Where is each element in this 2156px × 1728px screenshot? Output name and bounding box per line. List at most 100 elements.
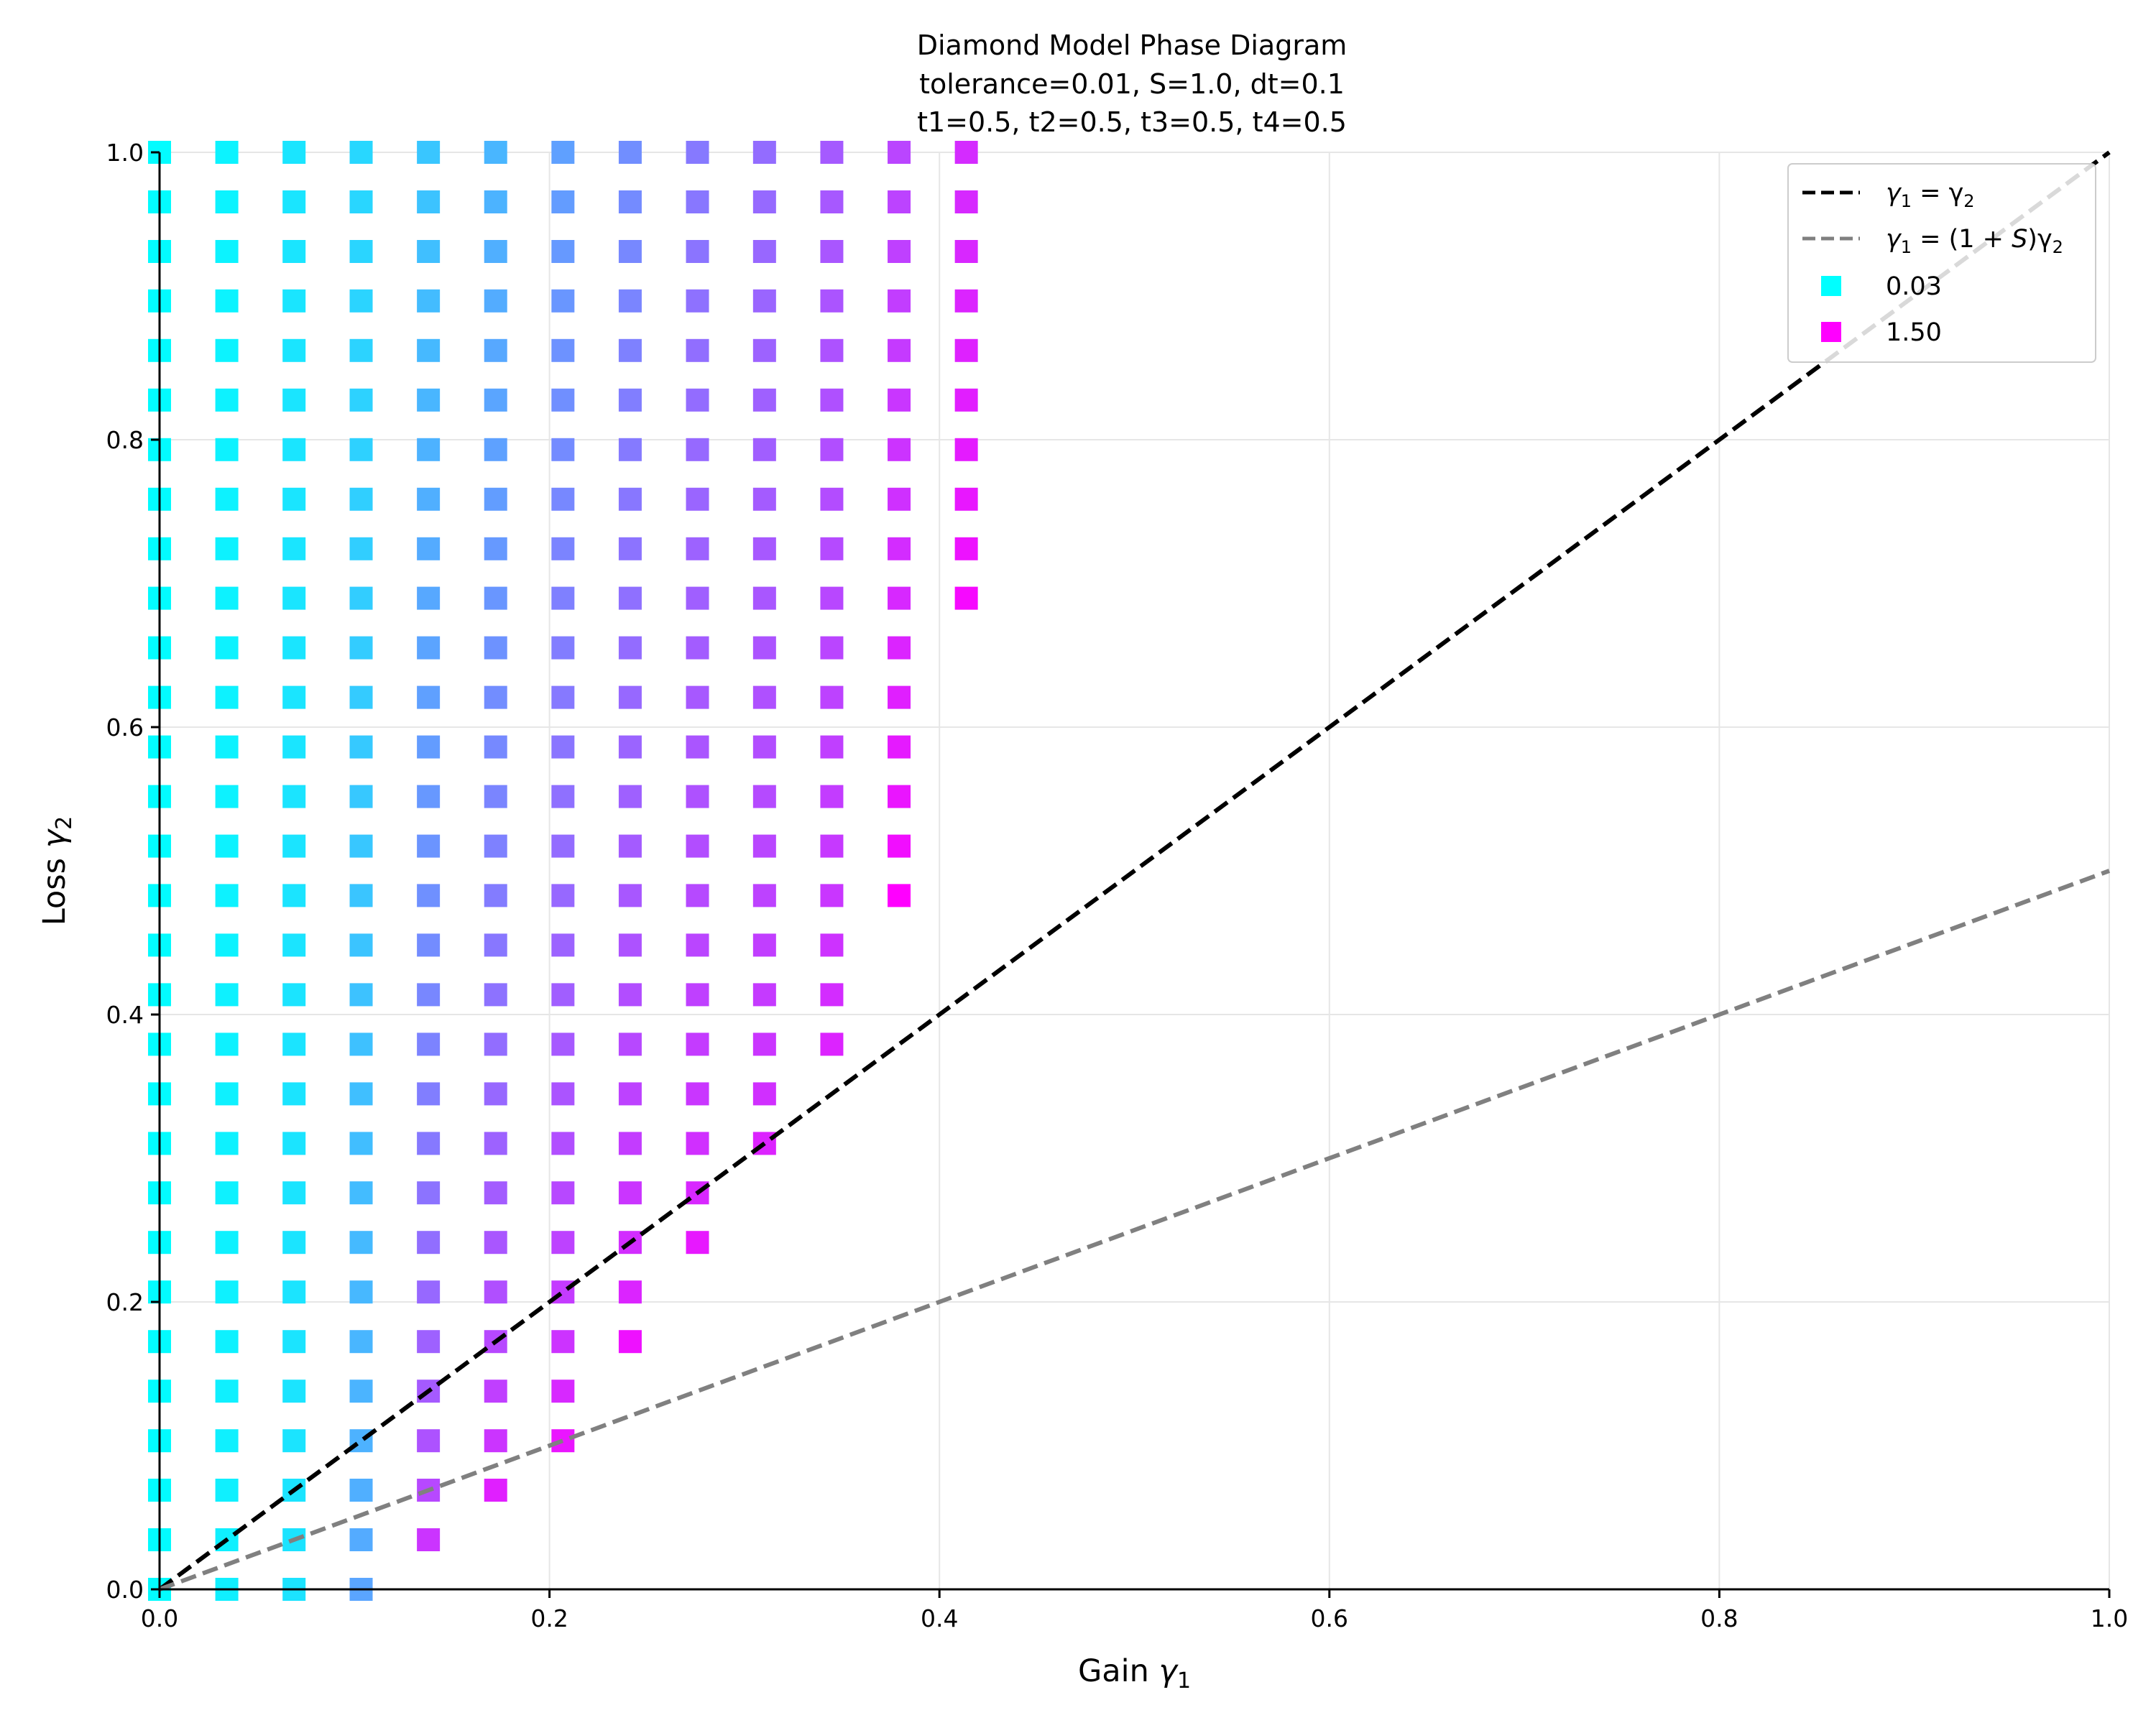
scatter-point: [686, 735, 709, 759]
chart-subtitle-line-1: tolerance=0.01, S=1.0, dt=0.1: [919, 68, 1345, 100]
scatter-point: [282, 1082, 306, 1106]
scatter-point: [618, 685, 642, 709]
scatter-point: [417, 487, 441, 511]
scatter-point: [618, 289, 642, 313]
scatter-point: [349, 438, 373, 461]
scatter-point: [618, 834, 642, 858]
chart-title-block: Diamond Model Phase Diagram tolerance=0.…: [917, 29, 1348, 138]
scatter-point: [888, 685, 911, 709]
scatter-point: [752, 933, 776, 957]
scatter-point: [215, 338, 239, 362]
scatter-point: [686, 636, 709, 660]
scatter-point: [282, 983, 306, 1007]
scatter-point: [618, 785, 642, 808]
scatter-point: [484, 190, 507, 213]
scatter-point: [215, 834, 239, 858]
scatter-point: [215, 983, 239, 1007]
scatter-point: [282, 1380, 306, 1403]
scatter-point: [215, 190, 239, 213]
scatter-point: [215, 1429, 239, 1453]
chart-subtitle-line-2: t1=0.5, t2=0.5, t3=0.5, t4=0.5: [917, 106, 1347, 138]
scatter-point: [618, 438, 642, 461]
scatter-point: [349, 1082, 373, 1106]
scatter-point: [888, 735, 911, 759]
scatter-point: [417, 1330, 441, 1354]
scatter-point: [282, 1231, 306, 1255]
scatter-point: [417, 438, 441, 461]
scatter-point: [349, 487, 373, 511]
scatter-point: [820, 884, 844, 907]
scatter-point: [349, 636, 373, 660]
scatter-point: [752, 834, 776, 858]
scatter-point: [484, 983, 507, 1007]
scatter-point: [551, 586, 575, 610]
scatter-point: [954, 537, 978, 560]
scatter-point: [417, 289, 441, 313]
chart-title: Diamond Model Phase Diagram: [917, 29, 1348, 61]
scatter-point: [752, 636, 776, 660]
scatter-point: [215, 685, 239, 709]
scatter-point: [215, 438, 239, 461]
scatter-point: [618, 141, 642, 164]
scatter-point: [215, 388, 239, 412]
scatter-point: [417, 190, 441, 213]
scatter-point: [282, 388, 306, 412]
scatter-point: [417, 1032, 441, 1056]
scatter-point: [686, 537, 709, 560]
scatter-point: [820, 240, 844, 263]
scatter-point: [484, 933, 507, 957]
line-gamma1-equals-1-plus-s-gamma2: [158, 869, 2111, 1591]
scatter-point: [752, 884, 776, 907]
scatter-point: [954, 240, 978, 263]
scatter-point: [618, 1132, 642, 1155]
scatter-point: [752, 338, 776, 362]
scatter-point: [349, 240, 373, 263]
scatter-point: [215, 1132, 239, 1155]
scatter-point: [888, 586, 911, 610]
scatter-point: [215, 1380, 239, 1403]
scatter-point: [484, 834, 507, 858]
scatter-point: [618, 240, 642, 263]
y-tick-label: 0.0: [106, 1576, 144, 1604]
x-tick-label: 0.2: [530, 1604, 568, 1632]
scatter-point: [686, 289, 709, 313]
scatter-point: [417, 1181, 441, 1205]
scatter-point: [551, 685, 575, 709]
scatter-point: [417, 141, 441, 164]
scatter-point: [417, 1429, 441, 1453]
scatter-point: [686, 388, 709, 412]
scatter-point: [349, 1132, 373, 1155]
scatter-point: [349, 586, 373, 610]
scatter-point: [349, 388, 373, 412]
scatter-point: [551, 190, 575, 213]
scatter-point: [215, 1280, 239, 1304]
scatter-point: [417, 1132, 441, 1155]
scatter-point: [618, 1181, 642, 1205]
scatter-point: [484, 388, 507, 412]
scatter-point: [484, 289, 507, 313]
scatter-point: [752, 735, 776, 759]
scatter-point: [417, 1082, 441, 1106]
scatter-point: [888, 487, 911, 511]
scatter-point: [954, 586, 978, 610]
scatter-point: [417, 983, 441, 1007]
scatter-point: [349, 933, 373, 957]
scatter-point: [417, 537, 441, 560]
scatter-point: [215, 735, 239, 759]
scatter-point: [820, 141, 844, 164]
scatter-point: [820, 933, 844, 957]
scatter-point: [282, 586, 306, 610]
scatter-point: [282, 933, 306, 957]
scatter-point: [349, 1181, 373, 1205]
scatter-point: [686, 834, 709, 858]
scatter-point: [215, 1231, 239, 1255]
scatter-point: [349, 884, 373, 907]
scatter-point: [215, 586, 239, 610]
scatter-point: [752, 141, 776, 164]
scatter-point: [282, 1280, 306, 1304]
scatter-point: [686, 586, 709, 610]
scatter-points: [148, 141, 978, 1601]
y-tick-label: 0.8: [106, 426, 144, 454]
scatter-point: [618, 586, 642, 610]
